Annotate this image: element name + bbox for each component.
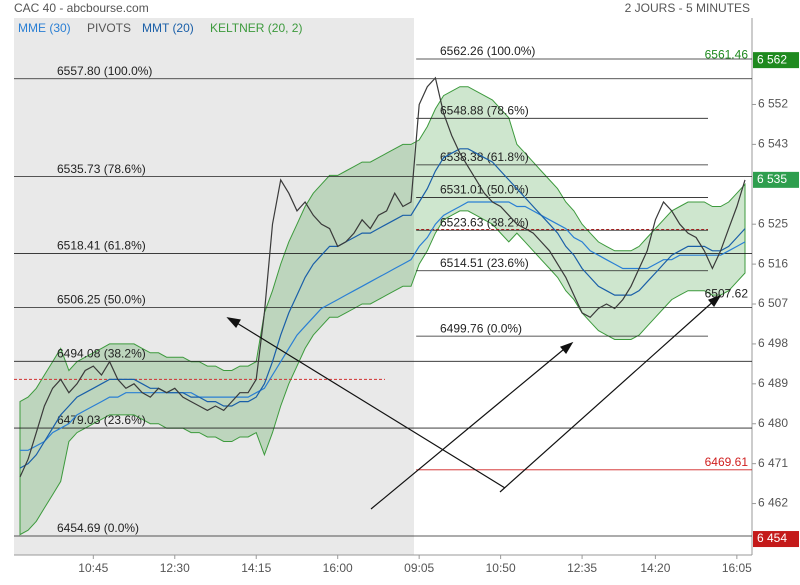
fib-label: 6531.01 (50.0%)	[440, 183, 529, 197]
legend-mme: MME (30)	[18, 21, 71, 35]
fib-label: 6538.38 (61.8%)	[440, 150, 529, 164]
moving-average	[20, 201, 746, 451]
arrow	[370, 344, 570, 510]
fib-label: 6454.69 (0.0%)	[57, 521, 139, 535]
arrow-head	[707, 294, 722, 308]
y-tick-label: 6 516	[758, 256, 788, 270]
y-tick-label: 6 552	[758, 97, 788, 111]
fib-label: 6562.26 (100.0%)	[440, 44, 535, 58]
fib-label: 6548.88 (78.6%)	[440, 103, 529, 117]
y-tick-label: 6 543	[758, 137, 788, 151]
x-tick-label: 14:15	[241, 561, 271, 575]
fib-label: 6499.76 (0.0%)	[440, 321, 522, 335]
x-tick-label: 14:20	[640, 561, 670, 575]
arrow	[499, 298, 717, 493]
x-tick-label: 12:35	[567, 561, 597, 575]
fib-label: 6514.51 (23.6%)	[440, 256, 529, 270]
y-tick-label: 6 462	[758, 496, 788, 510]
plot: 6 462 6 471 6 480 6 489 6 498 6 507 6 516 6 525…	[14, 44, 799, 575]
chart-subtitle: 2 JOURS - 5 MINUTES	[625, 1, 750, 15]
price-badge	[753, 52, 799, 69]
fib-label: 6506.25 (50.0%)	[57, 293, 146, 307]
x-tick-label: 16:00	[323, 561, 353, 575]
price-badge-label: 6 535	[757, 172, 787, 186]
x-tick-label: 09:05	[404, 561, 434, 575]
annotation-label: 6469.61	[705, 455, 749, 469]
previous-day-area	[14, 18, 414, 555]
fib-label: 6518.41 (61.8%)	[57, 239, 146, 253]
y-tick-label: 6 480	[758, 416, 788, 430]
legend-mmt: MMT (20)	[142, 21, 194, 35]
annotation-label: 6507.62	[705, 286, 749, 300]
arrow-head	[559, 341, 574, 355]
annotation-label: 6561.46	[705, 48, 749, 62]
price-badge	[753, 531, 799, 548]
x-tick-label: 16:05	[722, 561, 752, 575]
fib-label: 6557.80 (100.0%)	[57, 64, 152, 78]
legend-pivots: PIVOTS	[87, 21, 131, 35]
y-tick-label: 6 471	[758, 456, 788, 470]
x-tick-label: 10:50	[486, 561, 516, 575]
arrow-head	[226, 317, 241, 329]
price-badge	[753, 171, 799, 188]
x-tick-label: 10:45	[78, 561, 108, 575]
y-tick-label: 6 498	[758, 336, 788, 350]
arrow	[231, 319, 506, 489]
price-line	[19, 76, 746, 478]
moving-average	[19, 148, 746, 469]
price-badge-label: 6 454	[757, 531, 787, 545]
arrows	[226, 294, 722, 510]
y-tick-label: 6 507	[758, 296, 788, 310]
y-tick-label: 6 489	[758, 376, 788, 390]
fib-label: 6494.08 (38.2%)	[57, 346, 146, 360]
fib-label: 6479.03 (23.6%)	[57, 413, 146, 427]
legend-keltner: KELTNER (20, 2)	[210, 21, 302, 35]
x-tick-label: 12:30	[160, 561, 190, 575]
chart-title: CAC 40 - abcbourse.com	[14, 1, 149, 15]
fib-label: 6535.73 (78.6%)	[57, 162, 146, 176]
fib-label: 6523.63 (38.2%)	[440, 215, 529, 229]
y-tick-label: 6 525	[758, 216, 788, 230]
price-badge-label: 6 562	[757, 52, 787, 66]
